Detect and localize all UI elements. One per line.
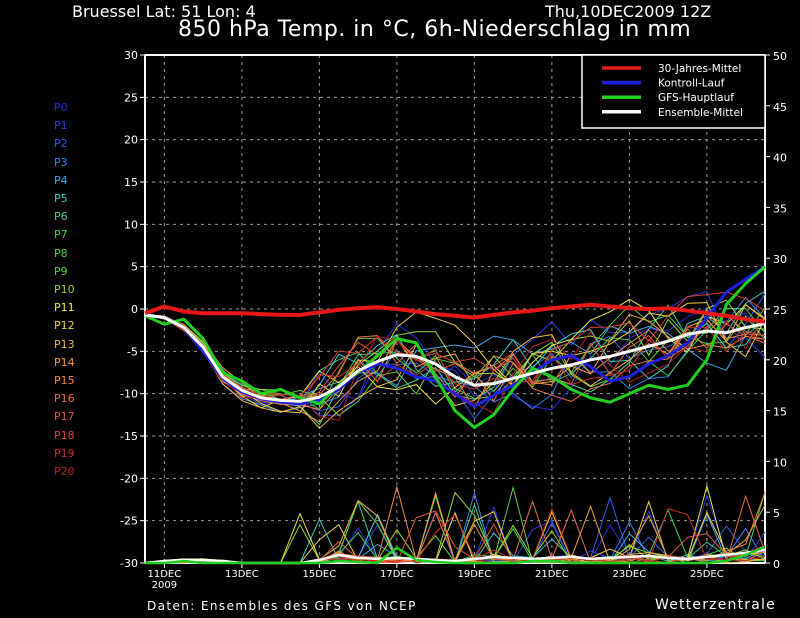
member-label-p14: P14 xyxy=(54,355,75,369)
y-right-tick-label: 40 xyxy=(773,152,787,165)
member-label-p17: P17 xyxy=(54,410,75,424)
y-left-tick-label: 0 xyxy=(131,303,138,316)
legend-label: Kontroll-Lauf xyxy=(658,78,725,90)
legend-label: GFS-Hauptlauf xyxy=(658,92,734,104)
x-tick-label: 25DEC xyxy=(690,569,724,580)
member-precip-line-p11 xyxy=(144,484,766,564)
legend-label: 30-Jahres-Mittel xyxy=(658,63,741,75)
x-tick-label: 19DEC xyxy=(458,569,492,580)
member-precip-line-p15 xyxy=(144,484,766,564)
x-tick-label: 23DEC xyxy=(613,569,647,580)
x-tick-sublabel: 2009 xyxy=(152,580,177,591)
member-label-p15: P15 xyxy=(54,374,75,387)
x-tick-label: 17DEC xyxy=(380,569,414,580)
member-temp-line-p7 xyxy=(144,307,766,426)
member-temp-line-p18 xyxy=(144,291,766,396)
member-label-p3: P3 xyxy=(54,155,68,169)
y-left-tick-label: -15 xyxy=(120,430,138,443)
x-tick-label: 11DEC xyxy=(148,569,182,580)
member-label-p4: P4 xyxy=(54,173,68,187)
y-right-tick-label: 20 xyxy=(773,355,787,368)
y-left-tick-label: -20 xyxy=(120,472,138,485)
y-left-tick-label: 25 xyxy=(124,91,138,104)
y-left-tick-label: 30 xyxy=(124,49,138,62)
run-datetime: Thu,10DEC2009 12Z xyxy=(545,2,712,21)
y-right-tick-label: 35 xyxy=(773,202,787,215)
member-label-p12: P12 xyxy=(54,319,75,333)
y-right-tick-label: 15 xyxy=(773,406,787,419)
y-right-tick-label: 5 xyxy=(773,507,780,520)
x-tick-label: 13DEC xyxy=(225,569,259,580)
x-tick-label: 21DEC xyxy=(535,569,569,580)
x-tick-label: 15DEC xyxy=(303,569,337,580)
member-label-p9: P9 xyxy=(54,264,68,278)
climate-mean-line xyxy=(144,302,766,324)
legend-label: Ensemble-Mittel xyxy=(658,107,743,119)
member-label-p1: P1 xyxy=(54,119,68,133)
member-label-p8: P8 xyxy=(54,246,68,260)
y-right-tick-label: 10 xyxy=(773,456,787,469)
y-right-tick-label: 50 xyxy=(773,50,787,63)
tick-labels: -30 -25 -20 -15 -10 -5 0 5 10 15 20 25 30 0 5 10 15 20 25 3… xyxy=(120,49,787,591)
member-temp-line-p11 xyxy=(144,298,766,409)
y-right-tick-label: 0 xyxy=(773,558,780,571)
y-left-tick-label: 5 xyxy=(131,261,138,274)
main-lines xyxy=(144,265,766,565)
member-precip-line-p6 xyxy=(144,500,765,564)
member-precip-line-p9 xyxy=(144,485,766,564)
y-left-tick-label: 10 xyxy=(124,218,138,231)
main-run-line xyxy=(144,265,766,429)
station-label: Bruessel Lat: 51 Lon: 4 xyxy=(72,2,256,21)
member-label-p19: P19 xyxy=(54,446,75,460)
member-temp-line-p19 xyxy=(144,314,766,407)
series-legend: 30-Jahres-Mittel Kontroll-Lauf GFS-Hauptla… xyxy=(581,54,766,129)
member-label-p5: P5 xyxy=(54,192,68,205)
y-left-tick-label: -25 xyxy=(120,515,138,528)
member-label-p13: P13 xyxy=(54,337,75,351)
member-precip-line-p19 xyxy=(144,507,766,564)
member-label-p20: P20 xyxy=(54,465,75,478)
precip-lines xyxy=(144,484,766,564)
member-label-p6: P6 xyxy=(54,210,68,224)
member-label-p7: P7 xyxy=(54,228,68,242)
y-left-tick-label: -10 xyxy=(120,388,138,401)
member-precip-line-p20 xyxy=(144,507,766,564)
chart-title: 850 hPa Temp. in °C, 6h-Niederschlag in … xyxy=(178,17,692,42)
member-label-p18: P18 xyxy=(54,428,75,442)
brand-label: Wetterzentrale xyxy=(655,597,776,613)
y-left-tick-label: 20 xyxy=(124,134,138,147)
y-right-tick-label: 45 xyxy=(773,101,787,114)
member-label-p10: P10 xyxy=(54,283,75,296)
member-precip-line-p12 xyxy=(144,500,766,564)
ensemble-mean-line xyxy=(144,313,766,403)
member-label-p11: P11 xyxy=(54,301,75,315)
member-label-p2: P2 xyxy=(54,137,68,151)
y-left-tick-label: -30 xyxy=(120,557,138,570)
member-precip-line-p7 xyxy=(145,491,766,564)
member-label-p0: P0 xyxy=(54,101,68,114)
precip-main-run-line xyxy=(145,545,766,565)
y-left-tick-label: -5 xyxy=(127,345,138,358)
data-source: Daten: Ensembles des GFS von NCEP xyxy=(147,599,417,613)
member-temp-line-p14 xyxy=(144,313,766,423)
y-left-tick-label: 15 xyxy=(124,176,138,189)
member-label-p16: P16 xyxy=(54,392,75,406)
y-right-tick-label: 25 xyxy=(773,304,787,317)
y-right-tick-label: 30 xyxy=(773,253,787,266)
member-temp-line-p20 xyxy=(144,314,766,421)
